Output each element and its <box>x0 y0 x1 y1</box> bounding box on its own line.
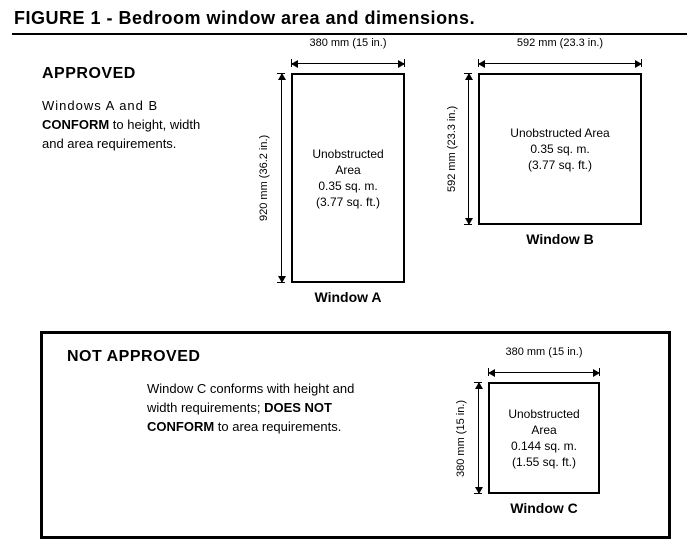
windowC-box: Unobstructed Area 0.144 sq. m. (1.55 sq.… <box>488 382 600 494</box>
not-approved-desc-post: to area requirements. <box>214 419 341 434</box>
approved-desc-pre: Windows A and B <box>42 98 158 113</box>
figure-title: FIGURE 1 - Bedroom window area and dimen… <box>0 0 699 31</box>
windowA-tick-lb <box>277 282 285 283</box>
windowA-label: Window A <box>291 289 405 305</box>
windowB-width-line <box>478 63 642 64</box>
windowB-label: Window B <box>478 231 642 247</box>
windowC-tick-tl <box>488 368 489 376</box>
windowA-tick-lt <box>277 73 285 74</box>
windowB-height-dim: 592 mm (23.3 in.) <box>446 73 458 225</box>
approved-section: APPROVED Windows A and B CONFORM to heig… <box>0 41 699 331</box>
windowA-l1: Unobstructed <box>312 146 383 162</box>
windowA-l3: 0.35 sq. m. <box>318 178 377 194</box>
windowB-width-dim: 592 mm (23.3 in.) <box>478 37 642 49</box>
windowC-height-line <box>478 382 479 494</box>
windowB-tick-lt <box>464 73 472 74</box>
windowC-tick-lt <box>474 382 482 383</box>
windowA-height-dim: 920 mm (36.2 in.) <box>258 73 270 283</box>
approved-heading: APPROVED <box>42 65 222 83</box>
windowA-l2: Area <box>335 162 360 178</box>
windowA-tick-tr <box>404 59 405 67</box>
approved-text: APPROVED Windows A and B CONFORM to heig… <box>42 65 222 167</box>
windowC-width-line <box>488 372 600 373</box>
windowC-l4: (1.55 sq. ft.) <box>512 454 576 470</box>
windowB-box: Unobstructed Area 0.35 sq. m. (3.77 sq. … <box>478 73 642 225</box>
windowB-tick-tr <box>641 59 642 67</box>
windowB-l2: 0.35 sq. m. <box>530 141 589 157</box>
windowC-tick-lb <box>474 493 482 494</box>
windowB-tick-lb <box>464 224 472 225</box>
approved-desc-bold: CONFORM <box>42 117 109 132</box>
windowA-tick-tl <box>291 59 292 67</box>
not-approved-section: NOT APPROVED Window C conforms with heig… <box>40 331 671 539</box>
not-approved-desc: Window C conforms with height and width … <box>147 380 377 437</box>
windowA-width-line <box>291 63 405 64</box>
windowC-label: Window C <box>488 500 600 516</box>
windowB-l1: Unobstructed Area <box>510 125 609 141</box>
windowA-box: Unobstructed Area 0.35 sq. m. (3.77 sq. … <box>291 73 405 283</box>
windowC-l1: Unobstructed <box>508 406 579 422</box>
title-rule <box>12 33 687 35</box>
windowC-height-dim: 380 mm (15 in.) <box>455 382 467 494</box>
windowA-l4: (3.77 sq. ft.) <box>316 194 380 210</box>
approved-desc: Windows A and B CONFORM to height, width… <box>42 97 222 154</box>
windowB-tick-tl <box>478 59 479 67</box>
windowB-height-line <box>468 73 469 225</box>
not-approved-heading: NOT APPROVED <box>67 348 407 366</box>
windowA-height-line <box>281 73 282 283</box>
windowC-l3: 0.144 sq. m. <box>511 438 577 454</box>
windowB-l3: (3.77 sq. ft.) <box>528 157 592 173</box>
windowC-l2: Area <box>531 422 556 438</box>
windowA-width-dim: 380 mm (15 in.) <box>291 37 405 49</box>
windowC-tick-tr <box>599 368 600 376</box>
windowC-width-dim: 380 mm (15 in.) <box>488 346 600 358</box>
